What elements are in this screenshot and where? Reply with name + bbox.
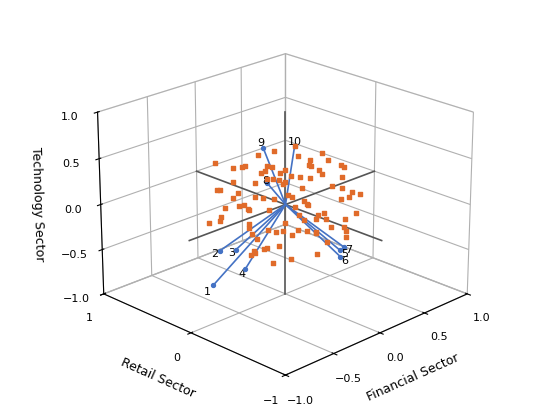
Y-axis label: Retail Sector: Retail Sector	[119, 356, 197, 400]
X-axis label: Financial Sector: Financial Sector	[365, 352, 461, 404]
